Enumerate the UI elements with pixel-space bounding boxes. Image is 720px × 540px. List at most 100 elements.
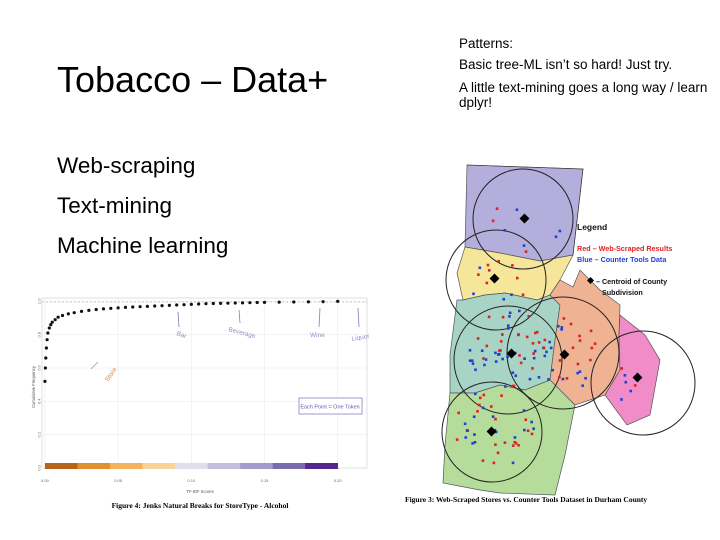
web-scraped-point (491, 219, 495, 223)
web-scraped-point (455, 438, 459, 441)
x-tick-label: 0.10 (187, 478, 196, 483)
web-scraped-point (542, 346, 546, 350)
counter-tools-point (629, 389, 633, 393)
annotation-liquor-label: Liquor (351, 333, 371, 343)
counter-tools-point (481, 406, 485, 410)
curve-point (49, 323, 53, 327)
curve-point (46, 331, 50, 335)
counter-tools-point (474, 368, 477, 372)
counter-tools-point (510, 293, 513, 296)
web-scraped-point (519, 361, 523, 365)
web-scraped-point (569, 322, 573, 326)
counter-tools-point (473, 440, 477, 444)
curve-point (123, 305, 128, 309)
counter-tools-point (515, 208, 519, 212)
jenks-breaks-chart: 0.00.20.40.60.81.0 0.00 0.05 0.10 0.15 0.20 … (31, 297, 371, 510)
counter-tools-point (506, 324, 510, 327)
y-tick-label: 0.2 (37, 431, 42, 437)
web-scraped-point (620, 367, 624, 370)
web-scraped-point (521, 293, 525, 297)
curve-point (101, 307, 106, 311)
counter-tools-point (501, 357, 504, 361)
curve-point (44, 346, 48, 350)
web-scraped-point (485, 344, 489, 348)
counter-tools-point (522, 244, 526, 247)
web-scraped-point (534, 331, 537, 335)
counter-tools-point (508, 311, 512, 315)
bullet-list: Web-scraping Text-mining Machine learnin… (57, 146, 228, 266)
counter-tools-point (472, 415, 476, 419)
x-tick-label: 0.00 (41, 478, 50, 483)
counter-tools-point (471, 362, 475, 365)
curve-point (44, 356, 48, 360)
web-scraped-point (477, 273, 480, 276)
bullet-machine-learning: Machine learning (57, 233, 229, 258)
region-south (442, 379, 576, 496)
curve-point (189, 302, 193, 306)
web-scraped-point (482, 357, 485, 360)
chart-caption: Figure 4: Jenks Natural Breaks for Store… (112, 501, 289, 510)
curve-point (116, 306, 120, 310)
web-scraped-point (590, 346, 594, 350)
web-scraped-point (535, 330, 539, 334)
counter-tools-point (502, 297, 506, 301)
counter-tools-point (537, 376, 541, 379)
web-scraped-point (558, 375, 561, 379)
counter-tools-point (548, 340, 551, 344)
buffer-circle-center (453, 305, 563, 415)
counter-tools-point (543, 354, 547, 358)
web-scraped-point (486, 263, 490, 267)
curve-point (56, 315, 60, 319)
curve-point (94, 307, 98, 312)
curve-point (233, 301, 237, 305)
web-scraped-point (517, 333, 520, 336)
web-scraped-point (571, 346, 575, 350)
counter-tools-point (581, 384, 584, 387)
counter-tools-point (468, 359, 472, 362)
curve-point (43, 379, 47, 383)
counter-tools-point (554, 235, 558, 239)
map-outline (466, 164, 584, 256)
counter-tools-point (508, 315, 511, 318)
counter-tools-point (491, 415, 495, 418)
curve-point (47, 326, 51, 330)
cumulative-frequency-points (43, 299, 340, 383)
patterns-notes: Patterns: Basic tree-ML isn’t so hard! J… (459, 36, 709, 119)
chart-legend-box (298, 397, 363, 415)
web-scraped-point (476, 410, 479, 413)
y-tick-label: 0.0 (37, 464, 42, 470)
web-scraped-point (514, 441, 518, 445)
annotation-bar: Bar (175, 311, 188, 341)
web-scraped-point (513, 440, 517, 444)
curve-point (321, 300, 325, 304)
web-scraped-point (478, 403, 481, 407)
counter-tools-point (470, 359, 474, 362)
curve-point (72, 311, 76, 315)
web-scraped-point (526, 429, 530, 433)
curve-point (204, 302, 208, 306)
break-band (175, 463, 208, 469)
map-legend-title: Legend (577, 222, 607, 232)
patterns-heading: Patterns: (459, 36, 514, 51)
counter-tools-point (511, 371, 515, 374)
web-scraped-point (487, 315, 491, 319)
map-legend-centroid-icon (586, 276, 595, 285)
counter-tools-point (494, 360, 498, 363)
counter-tools-point (503, 229, 507, 232)
buffer-circle-upper (445, 229, 547, 331)
counter-tools-point (560, 326, 564, 329)
y-axis-ticks: 0.0 0.2 0.4 0.6 0.8 1.0 (37, 298, 42, 471)
counter-tools-point (624, 380, 628, 384)
curve-point (306, 300, 311, 304)
curve-point (175, 303, 179, 307)
counter-tools-point (497, 352, 501, 356)
counter-tools-point (530, 420, 533, 424)
counter-tools-point (494, 351, 497, 355)
web-scraped-point (512, 384, 516, 388)
buffer-circle-east (506, 296, 620, 410)
web-scraped-point (589, 358, 592, 362)
annotation-store: Store (90, 361, 119, 383)
counter-tools-point (463, 422, 467, 426)
web-scraped-point (633, 384, 637, 387)
web-scraped-point (589, 329, 593, 333)
